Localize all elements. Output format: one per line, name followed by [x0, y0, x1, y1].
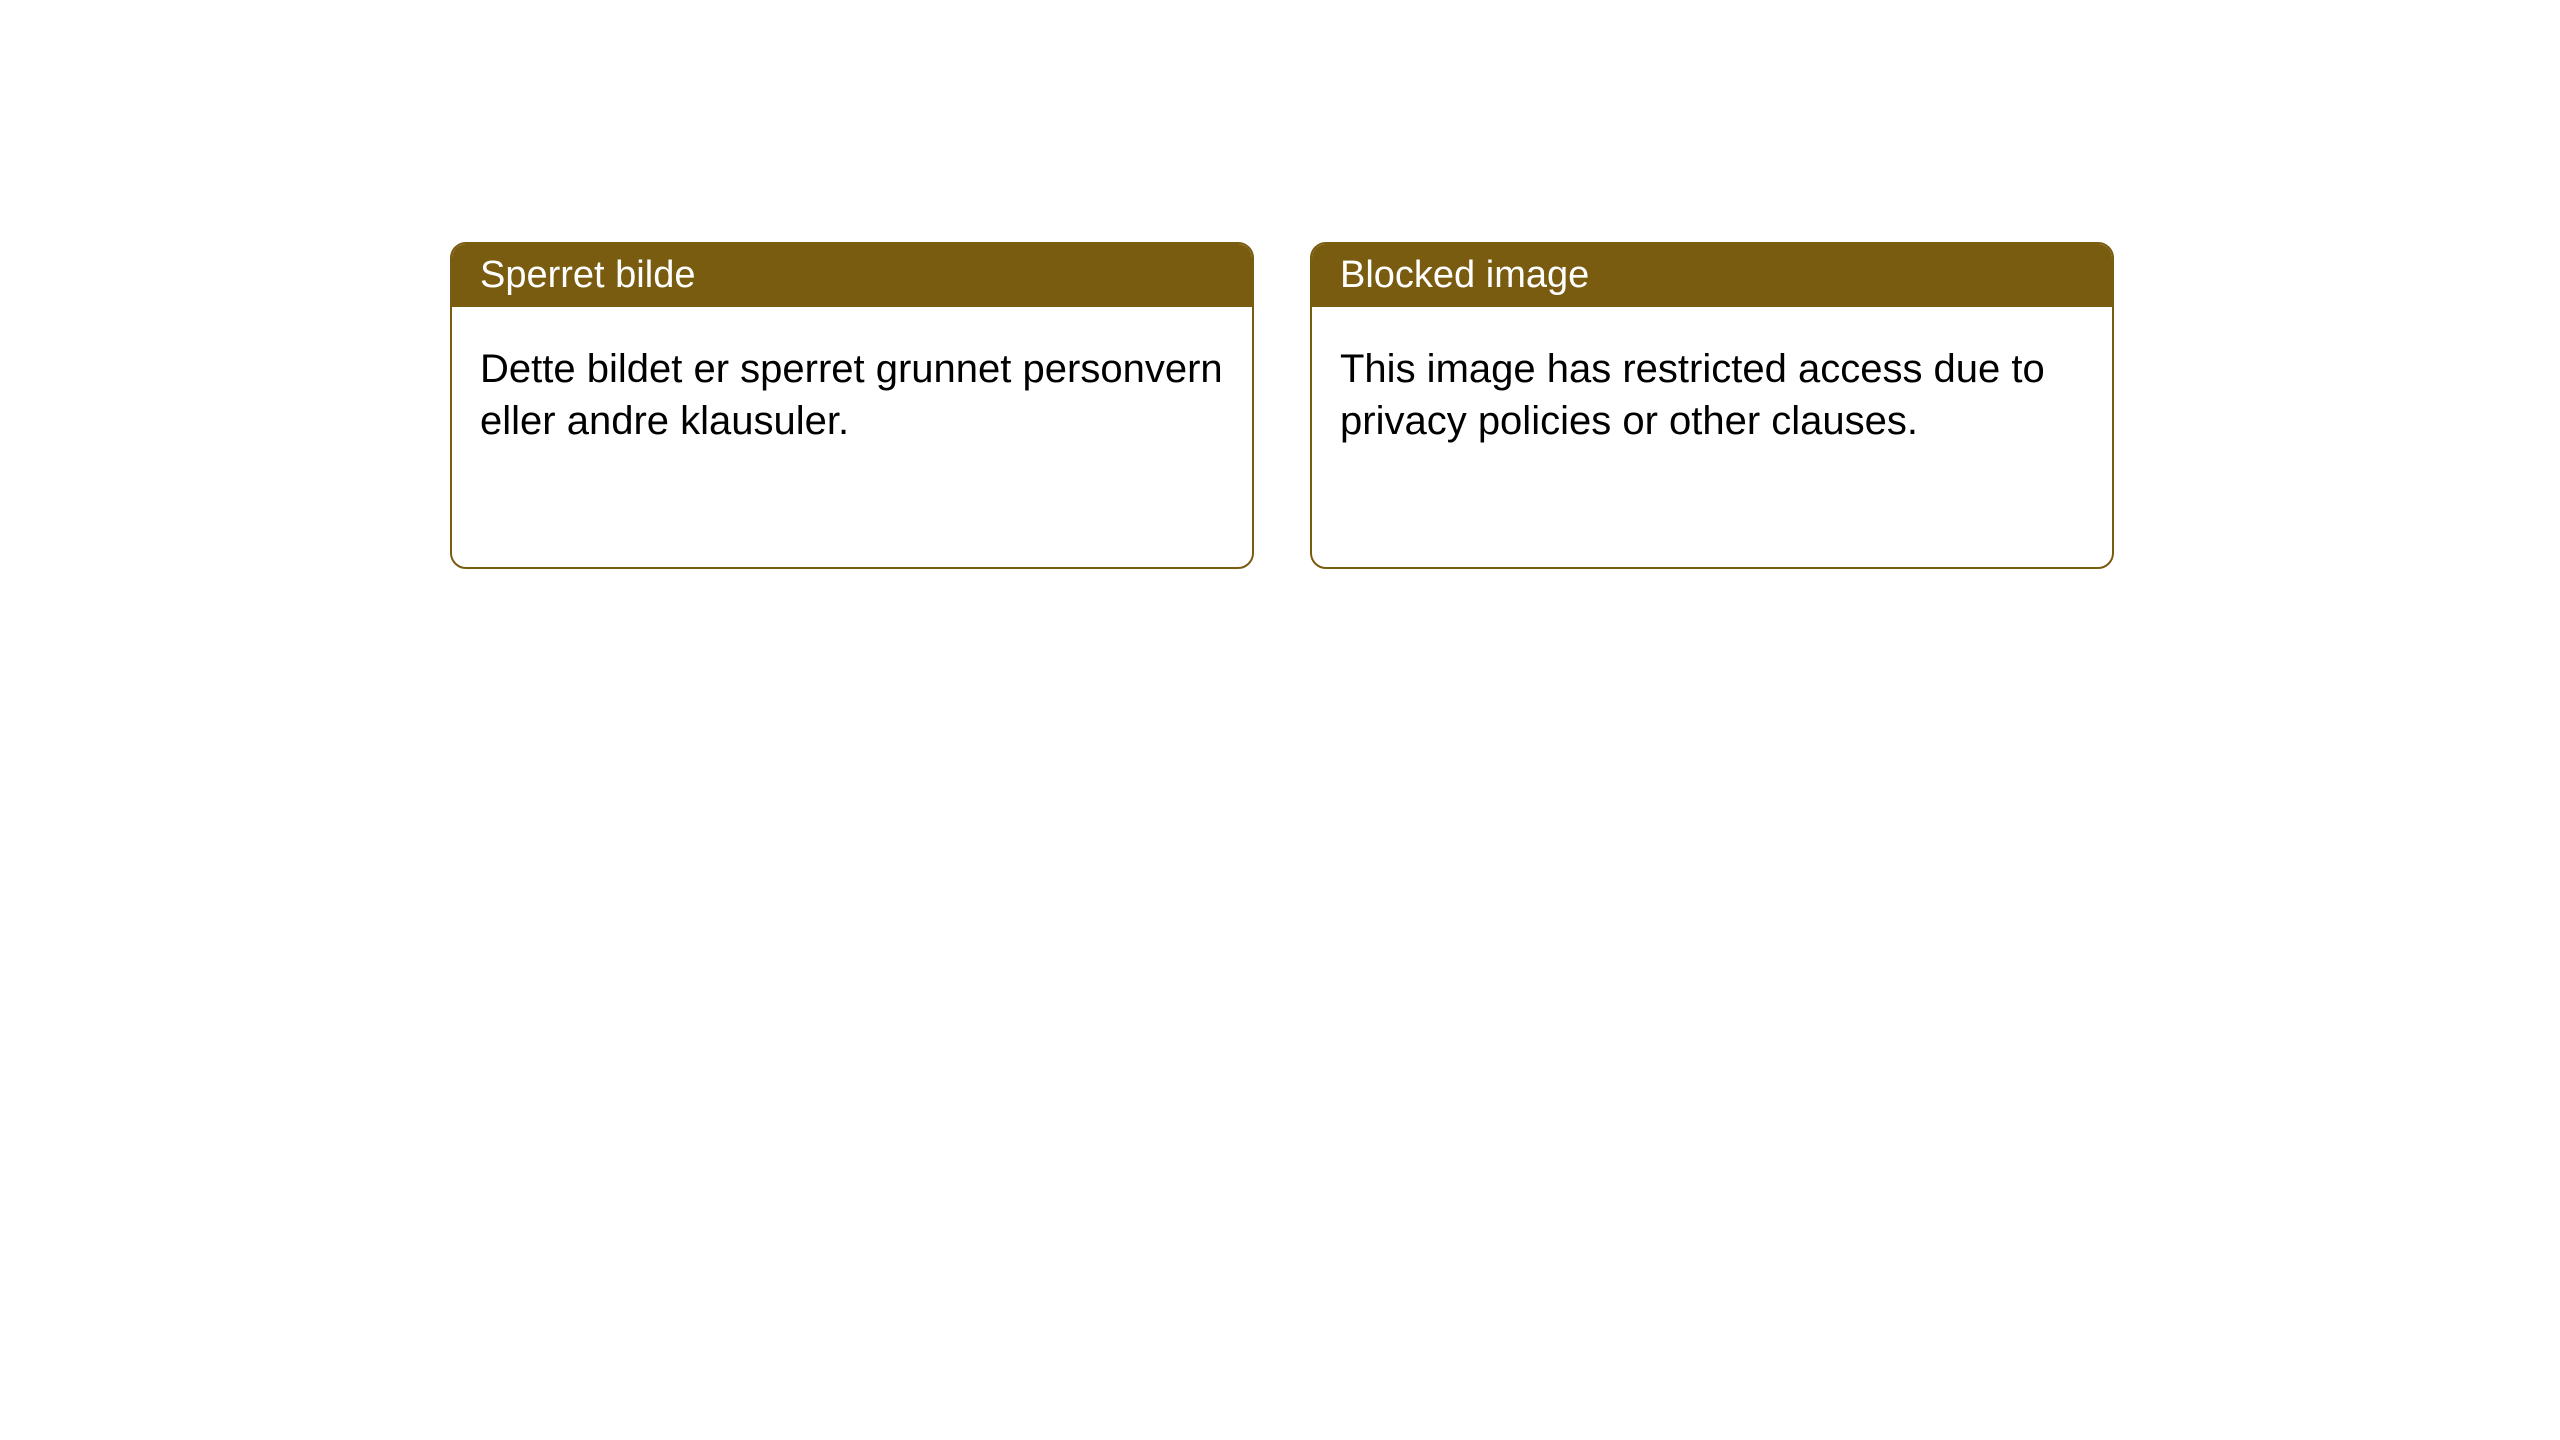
- notice-body-norwegian: Dette bildet er sperret grunnet personve…: [452, 307, 1252, 567]
- notice-container: Sperret bilde Dette bildet er sperret gr…: [0, 0, 2560, 569]
- notice-title-english: Blocked image: [1312, 244, 2112, 307]
- notice-body-english: This image has restricted access due to …: [1312, 307, 2112, 567]
- notice-card-norwegian: Sperret bilde Dette bildet er sperret gr…: [450, 242, 1254, 569]
- notice-title-norwegian: Sperret bilde: [452, 244, 1252, 307]
- notice-card-english: Blocked image This image has restricted …: [1310, 242, 2114, 569]
